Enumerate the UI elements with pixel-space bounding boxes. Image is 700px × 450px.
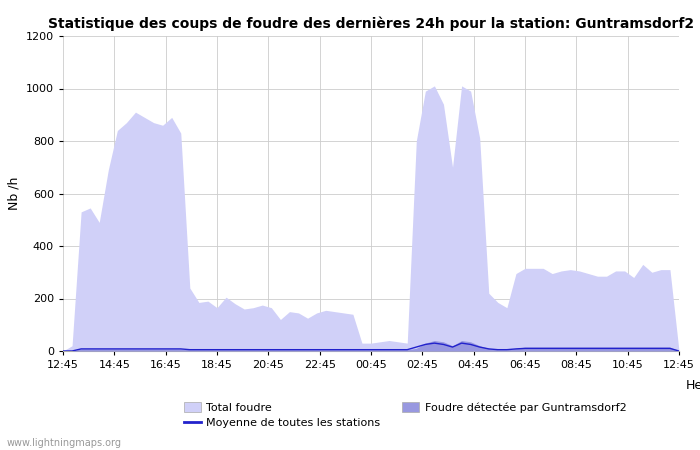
Text: Heure: Heure: [686, 379, 700, 392]
Y-axis label: Nb /h: Nb /h: [7, 177, 20, 210]
Legend: Total foudre, Moyenne de toutes les stations, Foudre détectée par Guntramsdorf2: Total foudre, Moyenne de toutes les stat…: [179, 397, 631, 432]
Title: Statistique des coups de foudre des dernières 24h pour la station: Guntramsdorf2: Statistique des coups de foudre des dern…: [48, 16, 694, 31]
Text: www.lightningmaps.org: www.lightningmaps.org: [7, 438, 122, 448]
